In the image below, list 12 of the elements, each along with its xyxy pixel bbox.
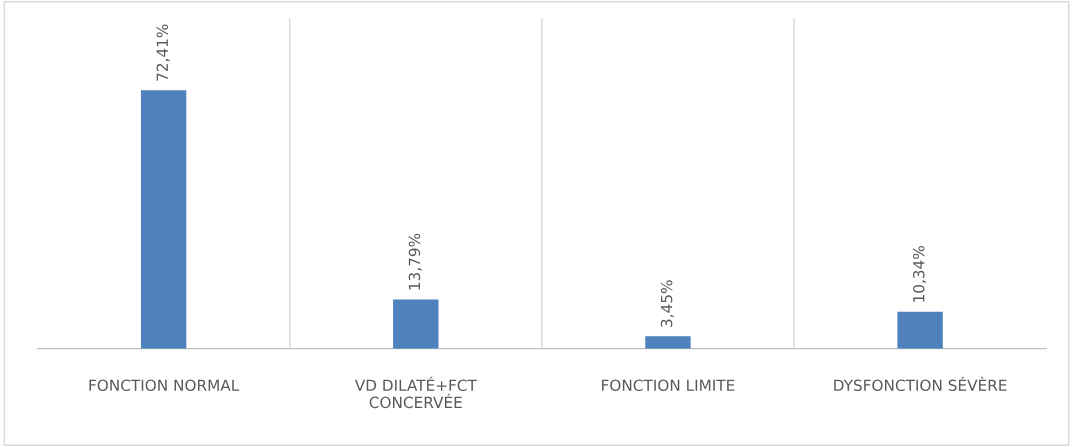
- x-tick-label: VD DILATÉ+FCT CONCERVÉE: [354, 376, 477, 409]
- data-label: 10,34%: [912, 246, 927, 302]
- bar: [645, 336, 691, 349]
- bar: [140, 90, 187, 349]
- data-label: 72,41%: [156, 24, 170, 81]
- bar: [393, 299, 439, 349]
- x-tick-label: FONCTION NORMAL: [89, 379, 240, 392]
- x-tick-label: FONCTION LIMITE: [602, 379, 735, 392]
- x-tick-label: DYSFONCTION SÉVÈRE: [834, 376, 1007, 392]
- bar: [897, 311, 943, 349]
- data-label: 13,79%: [408, 233, 422, 290]
- data-label: 3,45%: [660, 280, 674, 327]
